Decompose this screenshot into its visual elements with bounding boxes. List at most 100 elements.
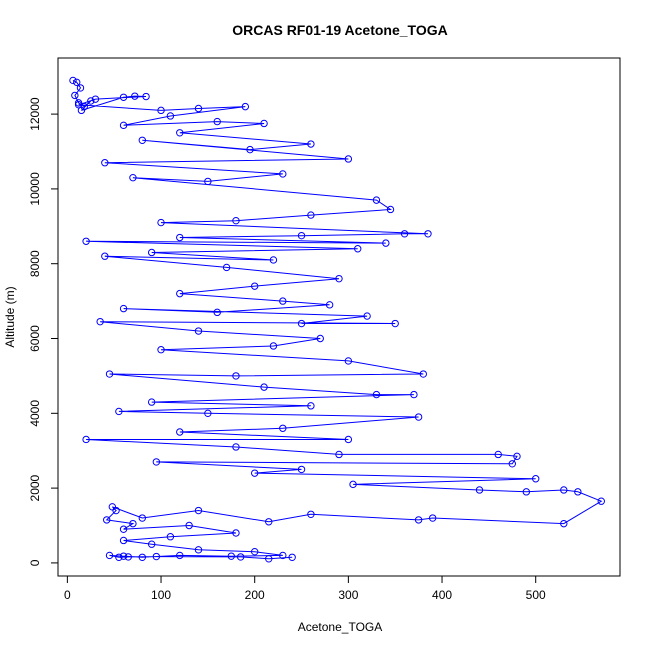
x-tick-label: 300 (338, 588, 358, 602)
data-point (71, 91, 79, 100)
data-point (246, 145, 254, 154)
data-point (297, 231, 306, 240)
data-point (265, 555, 273, 563)
data-point (147, 398, 156, 406)
data-point (119, 93, 128, 101)
data-point (508, 460, 516, 468)
data-point (157, 106, 165, 115)
y-tick-label: 12000 (28, 97, 42, 131)
data-point (251, 547, 259, 556)
data-point (103, 516, 111, 524)
data-point (325, 301, 334, 309)
data-point (138, 514, 147, 522)
data-point (522, 488, 531, 496)
y-tick-label: 0 (28, 559, 42, 566)
data-point (194, 506, 203, 515)
data-point (87, 97, 95, 105)
data-point (400, 230, 409, 238)
data-point (138, 553, 147, 561)
data-point (335, 274, 343, 283)
data-point (131, 92, 139, 100)
y-tick-label: 2000 (28, 474, 42, 501)
data-point (77, 106, 86, 115)
data-point (74, 99, 83, 107)
data-point (176, 289, 184, 298)
data-point (307, 211, 315, 219)
data-point (344, 435, 353, 444)
data-point (73, 78, 81, 87)
data-point (424, 230, 432, 238)
data-point (279, 297, 287, 305)
data-point (76, 84, 85, 92)
data-point (101, 252, 109, 260)
data-point (513, 452, 521, 461)
x-tick-label: 200 (245, 588, 265, 602)
data-point (227, 552, 235, 560)
data-point (307, 140, 315, 148)
data-point (260, 383, 268, 391)
y-axis: 0 2000 4000 6000 8000 10000 12000 (28, 97, 59, 566)
data-point (124, 553, 132, 561)
x-tick-label: 0 (64, 588, 71, 602)
data-point (176, 428, 184, 436)
data-point (532, 475, 540, 483)
data-point (91, 95, 100, 103)
data-point (335, 450, 343, 459)
data-point (176, 129, 184, 137)
data-point (597, 497, 605, 505)
data-point (279, 551, 287, 560)
data-point (119, 536, 128, 545)
data-point (157, 218, 165, 227)
x-tick-label: 500 (526, 588, 546, 602)
data-point (194, 327, 203, 335)
data-point (157, 346, 165, 354)
data-point (232, 372, 240, 380)
y-tick-label: 10000 (28, 172, 42, 206)
data-point (372, 196, 381, 204)
data-point (204, 177, 212, 186)
data-point (74, 101, 83, 109)
data-point (251, 282, 259, 290)
data-point (101, 159, 109, 167)
data-point (213, 308, 221, 317)
data-point (279, 424, 287, 432)
data-point (349, 480, 357, 489)
data-point (251, 469, 259, 477)
data-point (363, 312, 371, 320)
data-point (297, 319, 306, 328)
data-point (176, 551, 184, 560)
data-point (152, 458, 161, 466)
data-point (391, 319, 399, 328)
data-point (105, 551, 114, 560)
data-point (176, 233, 184, 242)
data-point (232, 216, 240, 225)
data-point (307, 510, 315, 518)
data-point (213, 117, 221, 126)
data-point (119, 552, 128, 560)
data-point (152, 552, 161, 561)
data-point (115, 553, 123, 561)
data-point (265, 518, 273, 526)
data-point (115, 407, 123, 416)
data-point (475, 486, 484, 494)
data-point (269, 342, 278, 350)
x-axis: 0 100 200 300 400 500 (64, 575, 546, 602)
data-point (166, 533, 175, 541)
data-point (344, 357, 353, 365)
x-axis-title: Acetone_TOGA (298, 620, 383, 634)
data-point (119, 525, 128, 533)
plot-frame (57, 57, 621, 577)
data-point (112, 506, 120, 515)
data-point (129, 519, 137, 528)
data-point (185, 521, 193, 530)
data-point (269, 256, 278, 264)
data-point (232, 529, 240, 537)
data-point (147, 248, 156, 257)
y-tick-label: 6000 (28, 325, 42, 352)
data-point (414, 413, 423, 421)
data-point (105, 370, 114, 378)
data-point (69, 76, 77, 85)
data-point (204, 409, 212, 418)
data-point (494, 450, 502, 459)
